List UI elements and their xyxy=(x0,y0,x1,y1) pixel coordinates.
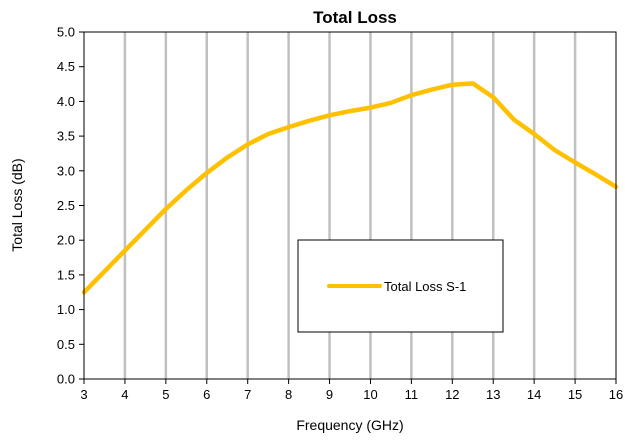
y-tick-label: 4.5 xyxy=(57,59,75,74)
x-tick-label: 11 xyxy=(405,387,419,402)
series-line-total-loss-s1 xyxy=(81,81,619,295)
x-tick-label: 16 xyxy=(609,387,623,402)
y-tick-label: 3.5 xyxy=(57,129,75,144)
x-tick-label: 9 xyxy=(326,387,333,402)
legend-label: Total Loss S-1 xyxy=(384,279,466,294)
y-tick-label: 1.5 xyxy=(57,267,75,282)
y-tick-label: 0.0 xyxy=(57,372,75,387)
chart-title: Total Loss xyxy=(313,8,397,27)
y-tick-label: 4.0 xyxy=(57,94,75,109)
y-tick-label: 2.0 xyxy=(57,233,75,248)
legend: Total Loss S-1 xyxy=(297,239,504,333)
y-tick-label: 3.0 xyxy=(57,163,75,178)
x-tick-label: 14 xyxy=(527,387,541,402)
series-layer xyxy=(81,81,619,295)
x-axis-label: Frequency (GHz) xyxy=(296,417,403,433)
x-tick-label: 6 xyxy=(203,387,210,402)
y-tick-label: 0.5 xyxy=(57,337,75,352)
x-tick-label: 3 xyxy=(80,387,87,402)
y-tick-label: 2.5 xyxy=(57,198,75,213)
x-tick-label: 4 xyxy=(121,387,128,402)
x-tick-label: 5 xyxy=(162,387,169,402)
y-tick-label: 5.0 xyxy=(57,25,75,40)
x-tick-label: 15 xyxy=(568,387,582,402)
x-tick-label: 7 xyxy=(244,387,251,402)
x-tick-label: 8 xyxy=(285,387,292,402)
y-axis-label: Total Loss (dB) xyxy=(9,158,25,251)
x-axis: 3 4 5 6 7 8 9 10 11 12 13 14 15 16 xyxy=(80,379,623,402)
y-tick-label: 1.0 xyxy=(57,302,75,317)
y-axis: 0.0 0.5 1.0 1.5 2.0 2.5 3.0 3.5 4.0 4.5 5.0 xyxy=(57,25,84,387)
x-tick-label: 10 xyxy=(363,387,377,402)
x-tick-label: 13 xyxy=(486,387,500,402)
x-tick-label: 12 xyxy=(445,387,459,402)
